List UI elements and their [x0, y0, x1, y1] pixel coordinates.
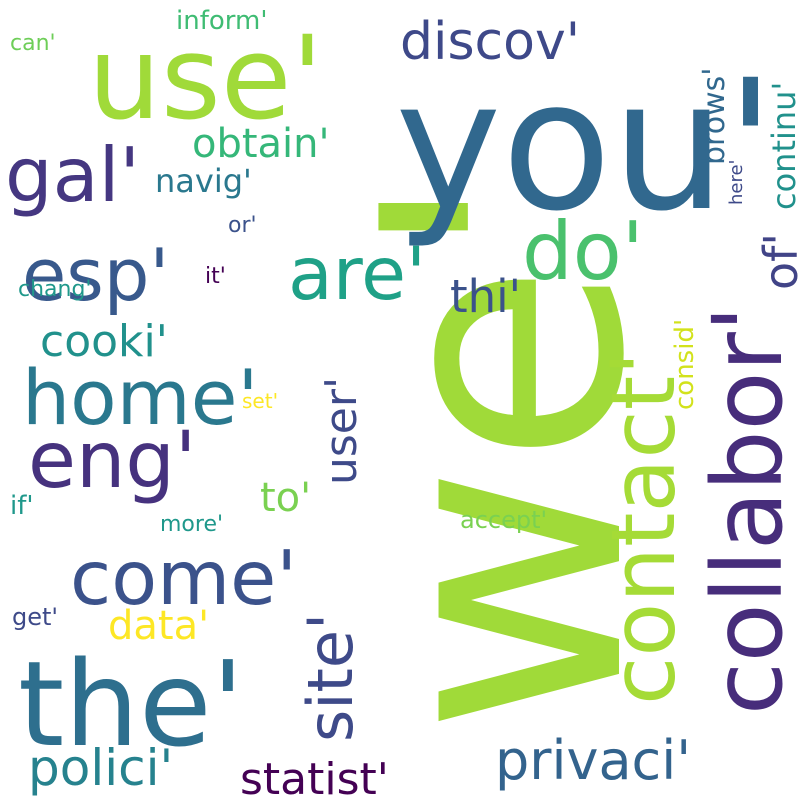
word-use: use' [88, 12, 324, 147]
word-to: to' [260, 475, 312, 521]
word-do: do' [522, 205, 644, 298]
word-more: more' [160, 512, 224, 538]
word-the: the' [18, 634, 245, 773]
word-obtain: obtain' [192, 121, 330, 167]
word-polici: polici' [28, 738, 174, 797]
word-if: if' [10, 490, 34, 521]
word-chang: chang' [18, 277, 92, 303]
word-user: user' [316, 376, 367, 485]
word-can: can' [10, 31, 56, 57]
word-thi: thi' [450, 269, 522, 323]
word-accept: accept' [460, 505, 548, 534]
word-are: are' [288, 231, 427, 317]
word-inform: inform' [176, 5, 268, 36]
word-esp: esp' [22, 232, 170, 317]
word-collabor: collabor' [692, 305, 800, 715]
word-gal: gal' [5, 131, 141, 220]
word-statist: statist' [240, 753, 389, 800]
word-privaci: privaci' [495, 729, 692, 793]
word-discov: discov' [400, 11, 581, 72]
word-of: of' [754, 233, 800, 290]
word-or: or' [228, 213, 257, 239]
word-brows: brows' [697, 67, 732, 166]
word-it: it' [205, 264, 226, 290]
word-navig: navig' [155, 161, 252, 200]
word-data: data' [108, 603, 210, 649]
word-you: you' [395, 42, 776, 251]
word-site: site' [294, 612, 367, 742]
word-consid: consid' [670, 318, 700, 410]
word-here: here' [726, 159, 747, 205]
word-cooki: cooki' [40, 315, 168, 367]
word-home: home' [22, 353, 259, 443]
word-set: set' [242, 389, 279, 413]
word-continu: continu' [765, 81, 800, 210]
word-come: come' [70, 534, 297, 623]
word-get: get' [12, 602, 59, 631]
word-eng: eng' [28, 415, 197, 506]
